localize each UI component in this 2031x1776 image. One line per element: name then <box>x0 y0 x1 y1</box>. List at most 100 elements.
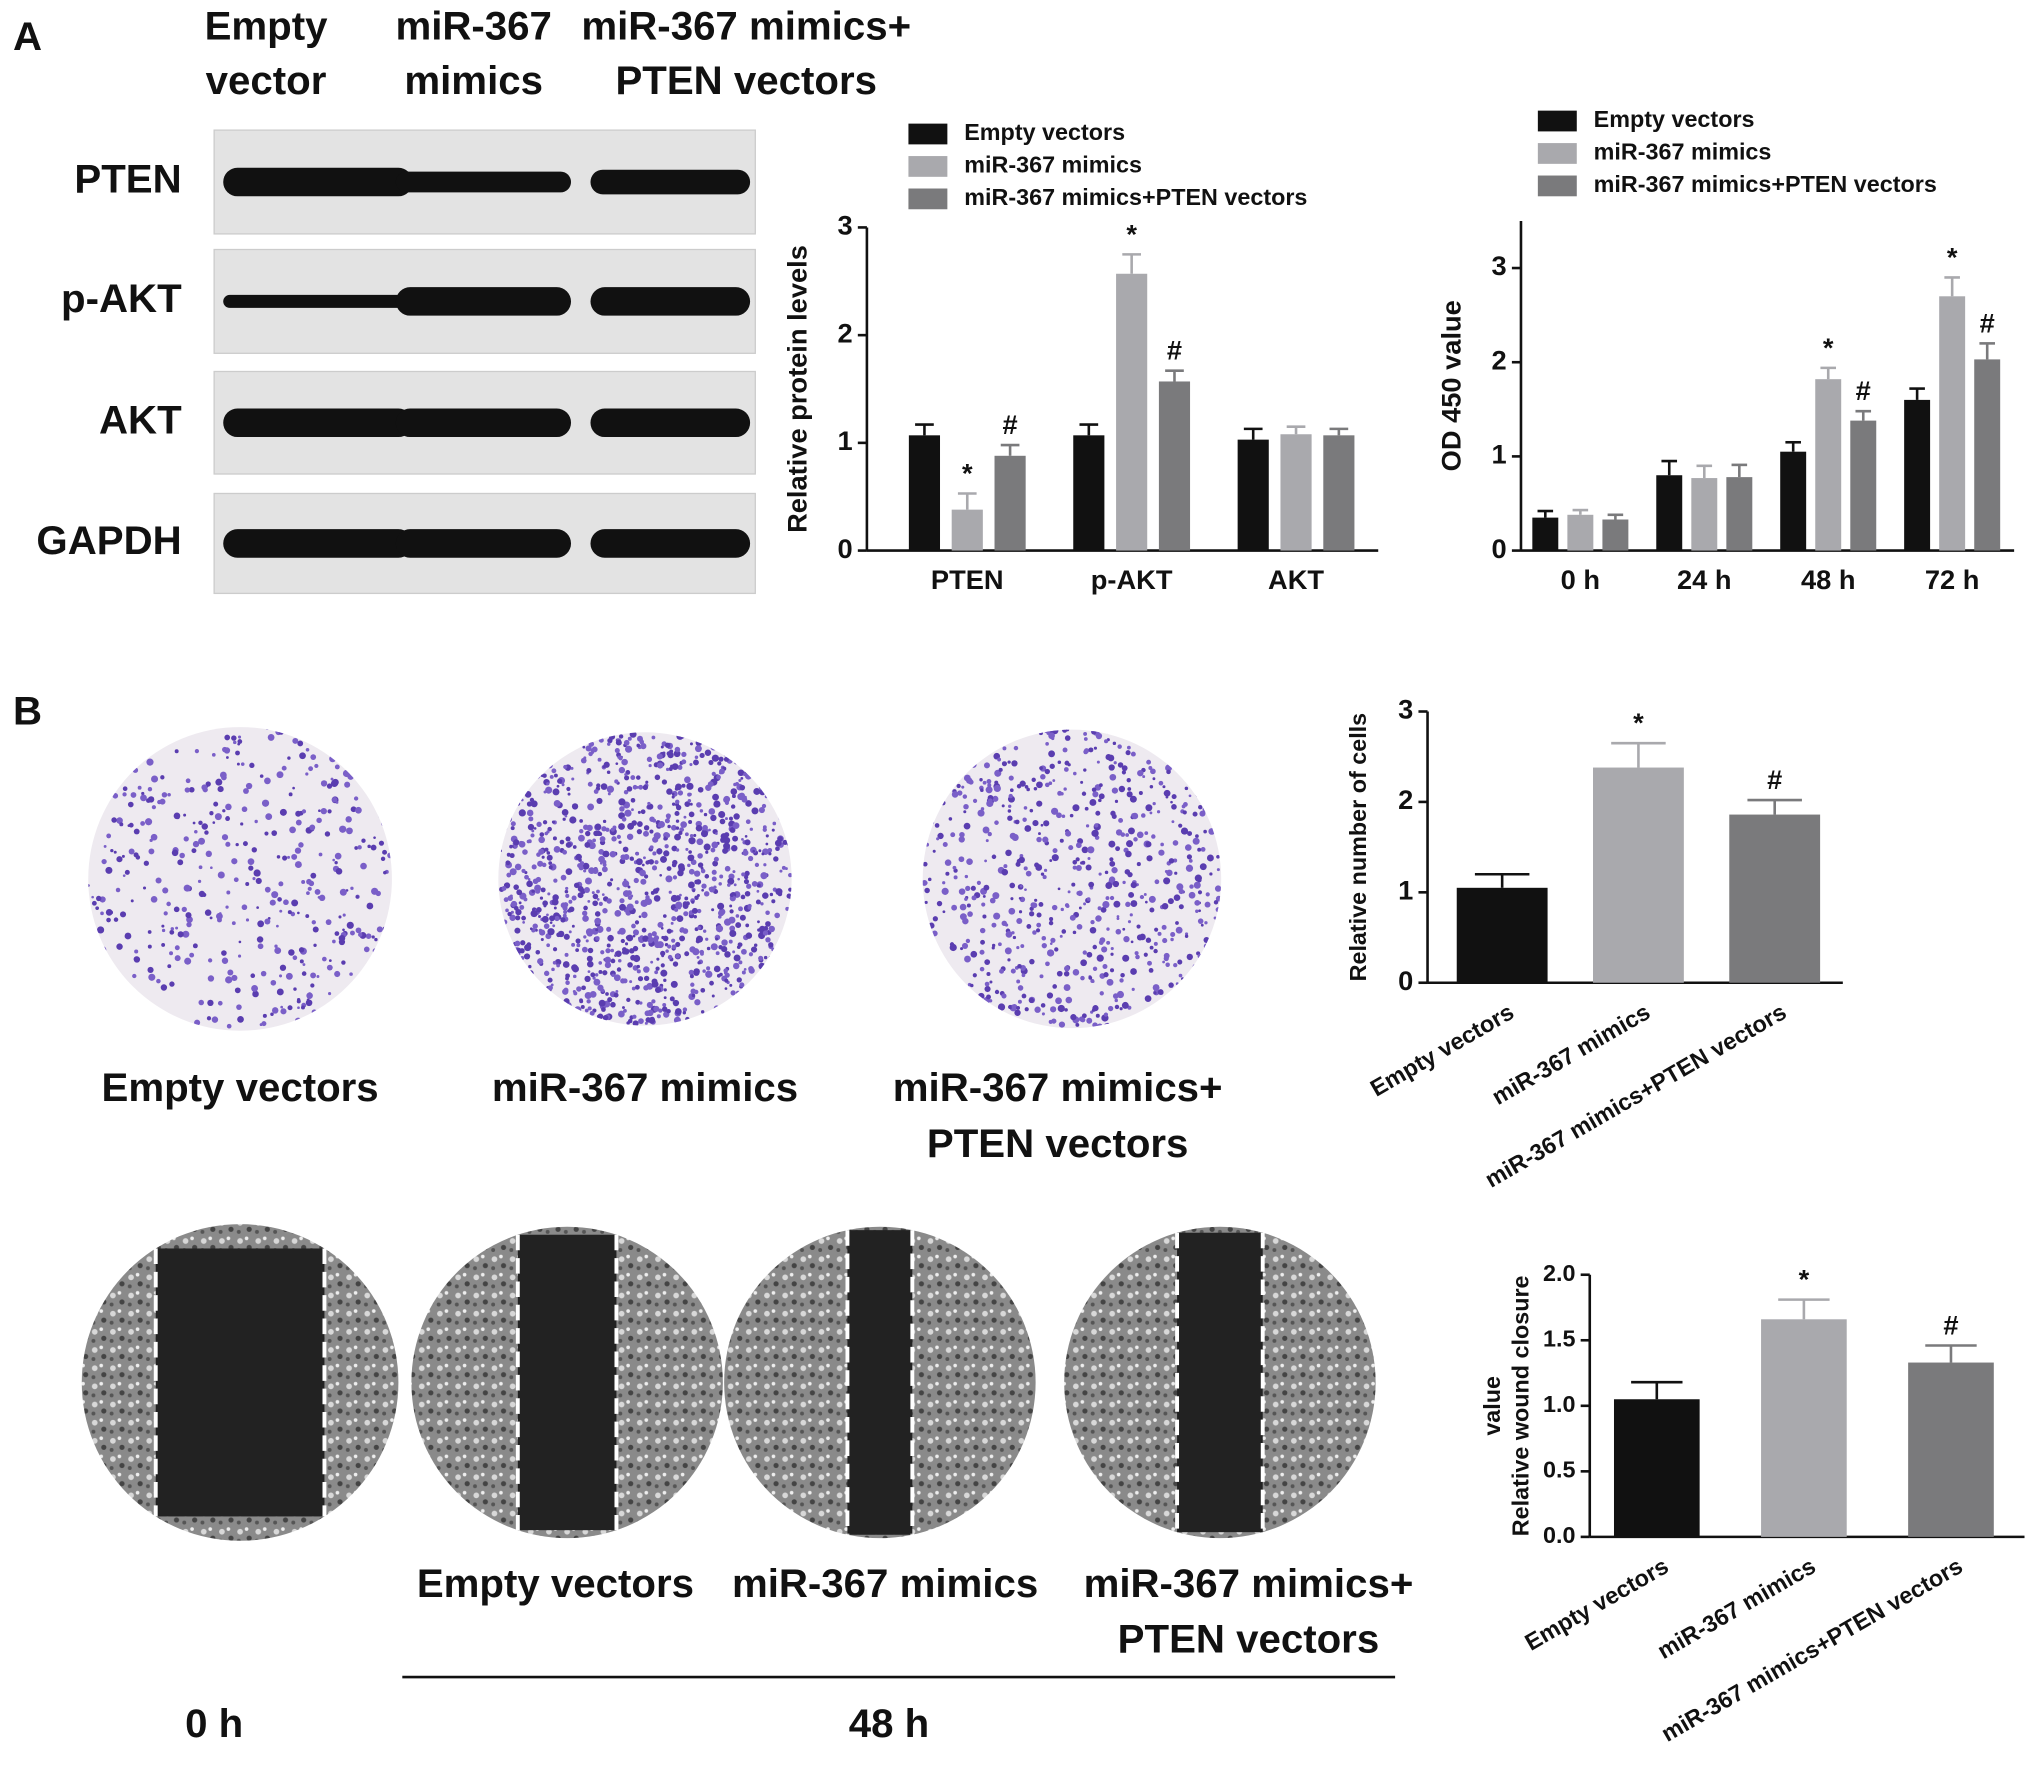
cell <box>637 936 642 940</box>
cell <box>616 887 620 891</box>
cell <box>256 906 259 909</box>
cell <box>772 962 779 969</box>
cell <box>546 854 553 861</box>
cell <box>251 985 259 992</box>
cell <box>1180 827 1189 835</box>
cell <box>529 927 533 931</box>
cell <box>154 730 158 734</box>
cell <box>757 746 764 753</box>
cell <box>675 826 680 830</box>
cell <box>1180 770 1186 776</box>
cell <box>546 782 550 786</box>
cell <box>234 987 241 994</box>
cell <box>1083 737 1088 741</box>
cell <box>929 820 935 825</box>
cell <box>215 778 223 786</box>
cell <box>1171 804 1177 810</box>
cell <box>618 756 623 761</box>
cell <box>724 865 731 872</box>
cell <box>765 910 770 916</box>
cell <box>589 1010 595 1016</box>
cell <box>531 829 535 833</box>
cell <box>1080 861 1084 865</box>
cell <box>1109 895 1115 901</box>
cell <box>719 972 723 977</box>
cell <box>679 927 685 933</box>
cell <box>314 763 319 769</box>
cell <box>1149 785 1154 789</box>
cell <box>169 951 174 956</box>
cell <box>655 966 660 971</box>
cell <box>1001 804 1005 808</box>
cell <box>1121 765 1128 772</box>
cell <box>533 739 538 745</box>
cell <box>651 865 658 871</box>
cell <box>1077 890 1083 897</box>
cell <box>598 737 604 743</box>
cell <box>1081 791 1087 796</box>
cell <box>1011 760 1018 767</box>
cell <box>748 985 754 991</box>
cell <box>1171 820 1175 824</box>
cell <box>1062 729 1068 733</box>
cell <box>982 826 990 834</box>
cell <box>554 915 560 922</box>
cell <box>711 908 715 912</box>
cell <box>1127 920 1132 924</box>
cell <box>1007 958 1011 962</box>
cell <box>696 894 700 897</box>
cell <box>618 766 626 774</box>
cell <box>606 943 611 948</box>
cell <box>1008 775 1014 781</box>
bar <box>1602 519 1629 551</box>
cell <box>729 904 733 908</box>
cell <box>978 1017 984 1024</box>
cell <box>661 954 665 958</box>
cell <box>510 821 516 827</box>
cell <box>510 900 518 908</box>
cell <box>521 1005 527 1011</box>
cell <box>598 831 603 837</box>
cell <box>939 748 944 753</box>
cell <box>696 838 704 846</box>
cell <box>546 913 549 917</box>
cell <box>599 861 603 865</box>
cell <box>618 734 624 739</box>
cell <box>1192 811 1198 817</box>
cell <box>188 786 195 793</box>
cell <box>930 762 937 769</box>
cell <box>1034 898 1038 902</box>
cell <box>606 785 615 793</box>
cell <box>673 1016 681 1024</box>
cell <box>631 986 636 991</box>
cell <box>571 924 575 928</box>
cell <box>761 803 767 809</box>
cell <box>671 938 676 943</box>
cell <box>105 866 113 874</box>
cell <box>311 920 316 925</box>
cell <box>703 812 708 817</box>
cell <box>113 850 117 854</box>
cell <box>708 808 716 815</box>
cell <box>762 825 767 830</box>
cell <box>318 894 326 902</box>
cell <box>623 854 630 860</box>
cell <box>142 886 147 890</box>
cell <box>770 986 777 993</box>
cell <box>977 1008 984 1015</box>
cell <box>285 972 293 980</box>
cell <box>542 773 547 778</box>
cell <box>729 893 734 897</box>
cell <box>509 914 516 921</box>
cell <box>1020 944 1025 948</box>
cell <box>133 956 141 963</box>
cell <box>1153 991 1157 995</box>
cell <box>676 837 679 840</box>
cell <box>1040 774 1046 780</box>
cell <box>568 930 572 934</box>
cell <box>1181 804 1186 809</box>
cell <box>560 1004 567 1011</box>
wound-gap <box>847 1230 913 1535</box>
legend-swatch <box>1537 110 1577 132</box>
cell <box>769 992 775 998</box>
